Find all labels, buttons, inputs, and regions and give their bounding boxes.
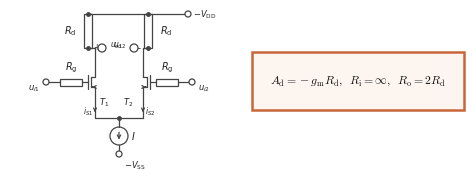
- Text: $I$: $I$: [131, 130, 136, 142]
- Text: $-$: $-$: [134, 42, 142, 51]
- Text: $+$: $+$: [93, 42, 101, 52]
- Text: $T_2$: $T_2$: [123, 96, 133, 108]
- Bar: [144, 14, 152, 48]
- Text: $T_1$: $T_1$: [99, 96, 109, 108]
- Text: $R_\mathrm{d}$: $R_\mathrm{d}$: [160, 24, 173, 38]
- Text: $-V_{\mathrm{DD}}$: $-V_{\mathrm{DD}}$: [193, 9, 217, 21]
- Text: $u_{o2}$: $u_{o2}$: [113, 41, 126, 51]
- Circle shape: [185, 11, 191, 17]
- Circle shape: [189, 79, 195, 85]
- Text: $-V_{\mathrm{SS}}$: $-V_{\mathrm{SS}}$: [124, 159, 146, 171]
- Circle shape: [43, 79, 49, 85]
- Text: $u_{o1}$: $u_{o1}$: [110, 41, 123, 51]
- Bar: [156, 79, 178, 85]
- Text: $i_{S1}$: $i_{S1}$: [82, 106, 93, 118]
- Text: $R_\mathrm{g}$: $R_\mathrm{g}$: [65, 61, 77, 75]
- Circle shape: [98, 44, 106, 52]
- FancyBboxPatch shape: [252, 52, 464, 110]
- Text: $u_{i1}$: $u_{i1}$: [28, 83, 40, 94]
- Text: $A_{\mathrm{d}} = -g_{\mathrm{m}}R_{\mathrm{d}},\;\; R_{\mathrm{i}} = \infty,\;\: $A_{\mathrm{d}} = -g_{\mathrm{m}}R_{\mat…: [270, 74, 446, 88]
- Bar: [84, 14, 92, 48]
- Text: $R_\mathrm{d}$: $R_\mathrm{d}$: [64, 24, 76, 38]
- Circle shape: [130, 44, 138, 52]
- Bar: [60, 79, 82, 85]
- Text: $R_\mathrm{g}$: $R_\mathrm{g}$: [161, 61, 173, 75]
- Circle shape: [116, 151, 122, 157]
- Text: $i_{S2}$: $i_{S2}$: [145, 106, 155, 118]
- Text: $u_{i2}$: $u_{i2}$: [198, 83, 210, 94]
